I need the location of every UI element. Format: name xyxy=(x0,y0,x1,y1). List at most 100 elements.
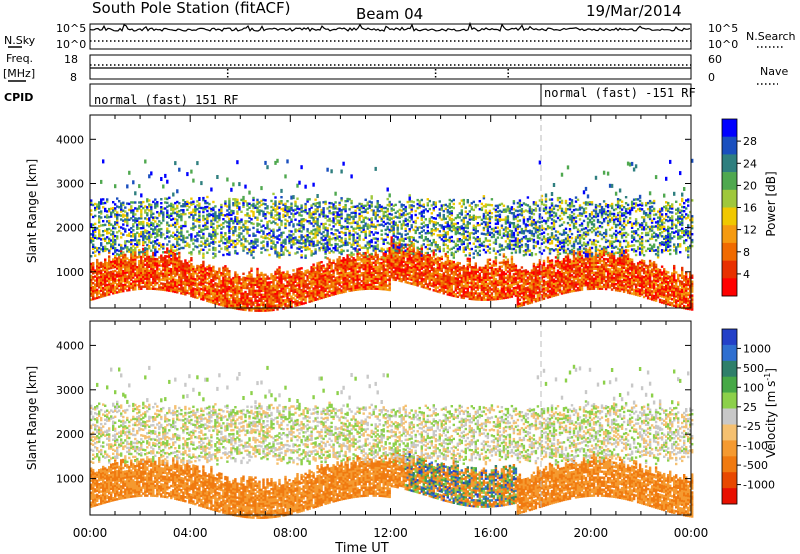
power-cell xyxy=(204,271,207,274)
power-cell xyxy=(374,277,377,280)
power-cell xyxy=(384,238,387,241)
power-cell xyxy=(212,293,215,296)
power-cell xyxy=(324,283,327,286)
power-cell xyxy=(328,243,331,246)
power-cell xyxy=(306,293,309,296)
power-cell xyxy=(268,309,271,312)
power-cell xyxy=(278,282,281,285)
power-cell xyxy=(104,272,107,275)
power-cell xyxy=(400,262,403,265)
power-cell xyxy=(150,273,153,276)
power-cell xyxy=(384,222,387,226)
power-cell xyxy=(108,281,111,284)
power-cell xyxy=(100,210,103,213)
power-cell xyxy=(376,261,379,265)
power-cell xyxy=(408,278,411,281)
power-cell xyxy=(320,282,323,286)
power-cell xyxy=(290,206,293,209)
power-cell xyxy=(360,202,363,206)
power-cell xyxy=(272,208,275,211)
power-cell xyxy=(314,216,317,219)
power-cell xyxy=(272,302,275,306)
power-cell xyxy=(356,220,359,224)
power-cell xyxy=(252,232,255,235)
power-cell xyxy=(250,222,253,225)
power-cell xyxy=(98,219,101,222)
power-cell xyxy=(400,209,403,212)
power-cell xyxy=(328,294,331,297)
power-cell xyxy=(264,227,267,230)
power-cell xyxy=(188,202,191,205)
power-cell xyxy=(222,214,225,217)
power-cell xyxy=(384,274,387,277)
power-cell xyxy=(154,254,157,257)
power-cell xyxy=(334,262,337,266)
power-cell xyxy=(278,212,281,215)
power-cell xyxy=(208,264,211,267)
power-cell xyxy=(242,243,245,246)
power-cell xyxy=(240,282,243,285)
power-cell xyxy=(136,283,139,287)
power-cell xyxy=(330,206,333,209)
power-cell xyxy=(116,249,119,252)
power-cell xyxy=(388,282,391,286)
power-cell xyxy=(392,204,395,207)
power-cell xyxy=(148,285,151,288)
power-cell xyxy=(156,274,159,277)
power-cell xyxy=(322,211,325,214)
power-cell xyxy=(204,275,207,278)
power-cell xyxy=(128,265,131,268)
power-cell xyxy=(178,277,181,281)
power-cell xyxy=(212,200,215,204)
power-cell xyxy=(222,286,225,289)
power-cell xyxy=(258,223,261,226)
power-cell xyxy=(368,246,371,249)
power-cell xyxy=(380,277,383,281)
power-cell xyxy=(148,223,151,226)
power-cell xyxy=(330,279,333,283)
power-cell xyxy=(370,221,373,224)
power-cell xyxy=(376,231,379,235)
power-cell xyxy=(252,206,255,210)
power-cell xyxy=(186,202,189,205)
power-cell xyxy=(146,251,149,255)
power-cell xyxy=(96,266,99,270)
power-cell xyxy=(228,197,231,201)
power-cell xyxy=(236,198,239,201)
power-cell xyxy=(356,232,359,236)
power-cell xyxy=(346,217,349,221)
power-cell xyxy=(102,237,105,241)
power-cell xyxy=(184,204,187,208)
power-cell xyxy=(220,281,223,285)
power-cell xyxy=(206,237,209,240)
power-cell xyxy=(170,289,173,293)
power-cell xyxy=(124,273,127,276)
power-cell xyxy=(334,280,337,284)
power-cell xyxy=(120,236,123,239)
power-cell xyxy=(296,278,299,281)
power-cell xyxy=(356,286,359,289)
power-cell xyxy=(342,225,345,229)
power-cell xyxy=(260,203,263,207)
power-cell xyxy=(416,278,419,281)
power-cell xyxy=(240,294,243,297)
power-cell xyxy=(426,239,429,243)
power-cell xyxy=(140,273,143,277)
power-cell xyxy=(312,289,315,292)
power-cell xyxy=(406,218,409,222)
power-cell xyxy=(244,200,247,203)
power-cell xyxy=(348,218,351,221)
power-cell xyxy=(240,242,243,245)
power-cell xyxy=(174,278,177,282)
power-cell xyxy=(320,267,323,270)
power-cell xyxy=(426,269,429,272)
power-cell xyxy=(112,278,115,281)
power-cell xyxy=(348,257,351,261)
power-cell xyxy=(90,268,93,272)
power-cell xyxy=(262,214,265,217)
power-cell xyxy=(276,237,279,240)
power-cell xyxy=(120,258,123,261)
power-cell xyxy=(210,209,213,213)
power-cell xyxy=(286,270,289,273)
sky-right-tick-bottom: 10^0 xyxy=(708,38,738,51)
